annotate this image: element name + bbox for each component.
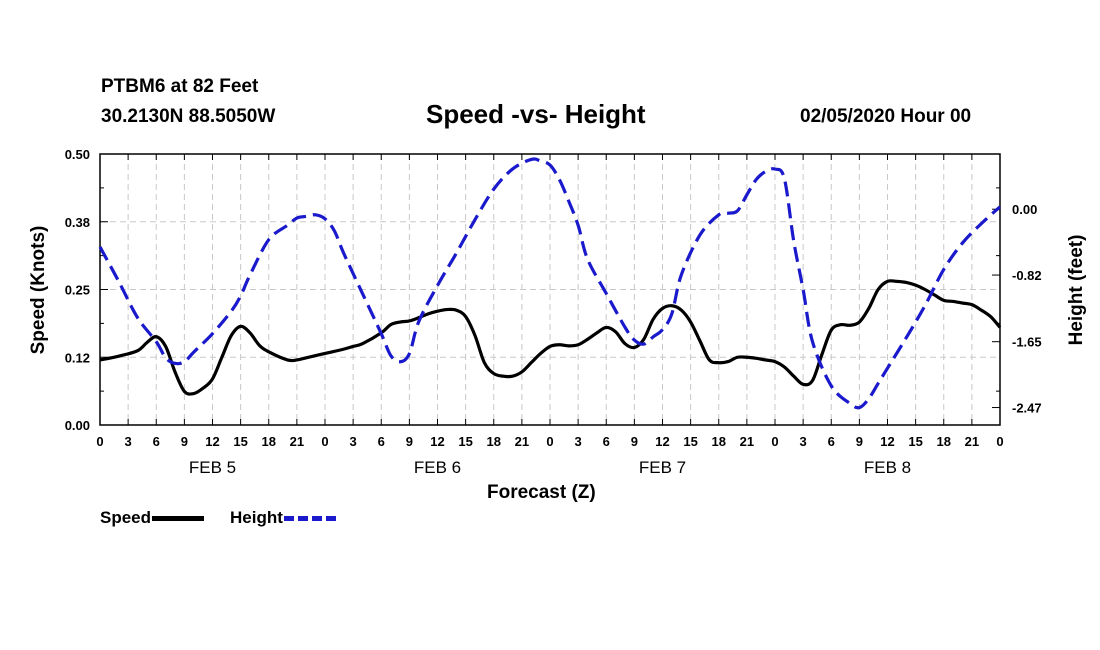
x-tick-label: 18 — [712, 434, 726, 449]
tick-labels: 0 3 6 9 12 15 18 21 0 3 6 9 12 15 18 21 0 3 6 9 12 15 18 21 0 3 6 9… — [65, 147, 1042, 477]
x-tick-label: 21 — [965, 434, 979, 449]
series-line-height — [98, 157, 1002, 410]
x-tick-label: 9 — [181, 434, 188, 449]
x-tick-label: 21 — [290, 434, 304, 449]
y-right-tick-label: -0.82 — [1012, 268, 1042, 283]
x-axis-title: Forecast (Z) — [487, 482, 596, 503]
x-tick-label: 9 — [406, 434, 413, 449]
day-label: FEB 6 — [414, 458, 461, 477]
y-left-tick-label: 0.12 — [65, 350, 90, 365]
x-tick-label: 6 — [153, 434, 160, 449]
x-tick-label: 12 — [655, 434, 669, 449]
station-name: PTBM6 at 82 Feet — [101, 76, 259, 97]
series-line-speed — [99, 279, 1002, 396]
y-right-tick-label: -1.65 — [1012, 335, 1042, 350]
legend-swatch-height — [283, 515, 336, 521]
legend-swatch-speed — [152, 515, 205, 521]
x-tick-label: 15 — [683, 434, 697, 449]
y-axis-left-title: Speed (Knots) — [28, 226, 49, 355]
x-tick-label: 9 — [856, 434, 863, 449]
day-label: FEB 8 — [864, 458, 911, 477]
y-left-tick-label: 0.25 — [65, 283, 90, 298]
x-tick-label: 12 — [205, 434, 219, 449]
x-tick-label: 3 — [575, 434, 582, 449]
x-tick-label: 3 — [800, 434, 807, 449]
day-label: FEB 5 — [189, 458, 236, 477]
x-tick-label: 0 — [996, 434, 1003, 449]
legend-label-speed: Speed — [100, 508, 152, 527]
y-right-tick-label: -2.47 — [1012, 401, 1042, 416]
day-label: FEB 7 — [639, 458, 686, 477]
legend-label-height: Height — [230, 508, 283, 527]
y-axis-right-title: Height (feet) — [1066, 235, 1087, 346]
x-tick-label: 18 — [937, 434, 951, 449]
legend-item-height: Height — [230, 508, 336, 528]
x-tick-label: 18 — [262, 434, 276, 449]
x-tick-label: 3 — [350, 434, 357, 449]
x-tick-label: 21 — [515, 434, 529, 449]
x-tick-label: 21 — [740, 434, 754, 449]
x-tick-label: 3 — [125, 434, 132, 449]
x-tick-label: 0 — [771, 434, 778, 449]
legend-item-speed: Speed — [100, 508, 205, 528]
x-tick-label: 0 — [321, 434, 328, 449]
x-tick-label: 6 — [378, 434, 385, 449]
x-tick-label: 0 — [96, 434, 103, 449]
x-tick-label: 15 — [458, 434, 472, 449]
station-coordinates: 30.2130N 88.5050W — [101, 106, 276, 127]
y-left-tick-label: 0.00 — [65, 418, 90, 433]
y-right-tick-label: 0.00 — [1012, 202, 1037, 217]
x-tick-label: 9 — [631, 434, 638, 449]
x-tick-label: 6 — [828, 434, 835, 449]
chart-title: Speed -vs- Height — [426, 99, 646, 129]
x-tick-label: 6 — [603, 434, 610, 449]
y-left-tick-label: 0.50 — [65, 147, 90, 162]
x-tick-label: 12 — [430, 434, 444, 449]
y-left-tick-label: 0.38 — [65, 215, 90, 230]
forecast-datetime: 02/05/2020 Hour 00 — [800, 106, 972, 127]
grid-lines — [100, 154, 1000, 425]
x-tick-label: 0 — [546, 434, 553, 449]
x-tick-label: 15 — [233, 434, 247, 449]
x-tick-label: 18 — [487, 434, 501, 449]
x-tick-label: 12 — [880, 434, 894, 449]
series-lines — [98, 157, 1002, 410]
x-tick-label: 15 — [908, 434, 922, 449]
